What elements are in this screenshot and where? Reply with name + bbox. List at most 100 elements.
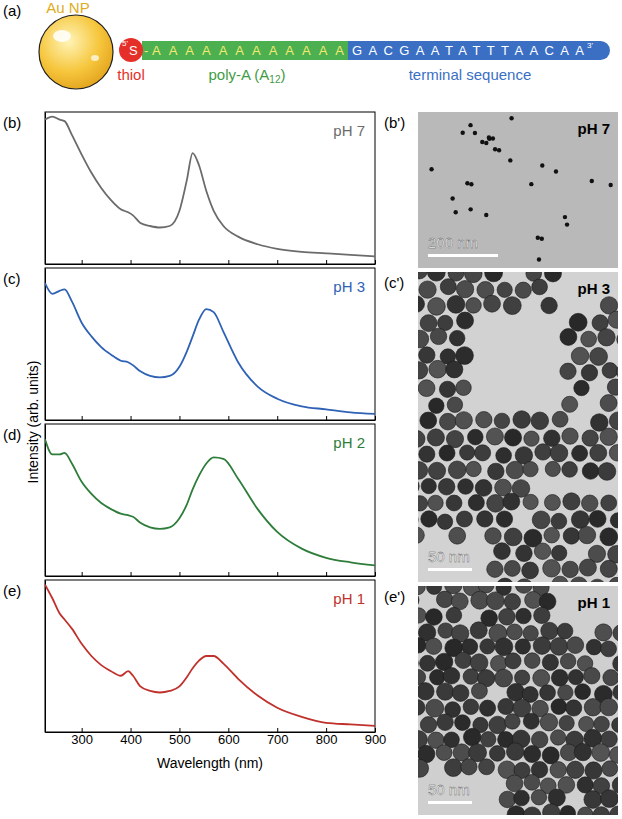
micrograph-background — [418, 112, 618, 268]
particle — [426, 699, 444, 717]
particle — [449, 330, 465, 346]
particle — [428, 462, 445, 479]
series-label: pH 2 — [333, 434, 365, 451]
particle — [471, 591, 489, 609]
particle — [448, 461, 466, 479]
particle — [524, 431, 539, 446]
x-tick-mark — [131, 260, 132, 264]
particle — [523, 494, 538, 509]
panel-label: (b) — [3, 114, 21, 131]
particle — [562, 462, 578, 478]
particle — [544, 430, 560, 446]
particle — [504, 560, 520, 576]
particle — [497, 282, 512, 297]
particle — [613, 685, 618, 701]
particle — [420, 412, 437, 429]
particle — [418, 527, 424, 543]
particle — [437, 683, 454, 700]
particle — [479, 759, 495, 775]
particle — [550, 638, 568, 656]
spectrum-panel: 300400500600700800900pH 1(e)Wavelength (… — [3, 580, 386, 771]
particle — [485, 528, 501, 544]
particle — [484, 213, 488, 217]
series-label: pH 3 — [333, 278, 365, 295]
particle — [454, 210, 458, 214]
particle — [447, 296, 465, 314]
particle — [560, 653, 576, 669]
plot-frame — [45, 424, 375, 576]
particle — [535, 444, 551, 460]
particle — [544, 272, 561, 282]
x-tick-mark — [228, 572, 229, 576]
particle — [504, 429, 521, 446]
particle — [468, 207, 472, 211]
particle — [418, 296, 425, 313]
particle — [468, 123, 472, 127]
spectrum-panel: pH 3(c) — [3, 268, 376, 421]
particle — [540, 685, 556, 701]
diagram: (a)Au NP5'S-AAAAAAAAAAAAGACGAATATTTAACAA… — [3, 0, 610, 89]
x-tick: 700 — [267, 728, 289, 747]
particle — [446, 361, 463, 378]
particle — [455, 652, 472, 669]
particle — [439, 413, 456, 430]
particle — [600, 528, 618, 546]
particle — [508, 158, 512, 162]
particle — [486, 428, 503, 445]
particle — [536, 235, 540, 239]
particle — [503, 297, 521, 315]
particle — [578, 526, 595, 543]
particle — [445, 759, 463, 777]
spectrum-line — [45, 283, 375, 414]
linker: - — [144, 43, 148, 58]
particle — [421, 511, 437, 527]
particle — [550, 444, 568, 462]
three-prime: 3' — [587, 41, 593, 50]
particle — [541, 297, 557, 313]
x-tick-mark — [228, 416, 229, 420]
x-tick-label: 600 — [218, 732, 240, 747]
plot-frame — [45, 268, 375, 420]
panel-label: (e) — [3, 582, 21, 599]
marks — [45, 283, 375, 414]
particle — [509, 116, 513, 120]
thiol-group — [119, 38, 143, 62]
particle — [439, 445, 455, 461]
particle — [419, 347, 435, 363]
particle — [436, 745, 452, 761]
particle — [428, 298, 446, 316]
particle — [420, 717, 436, 733]
particle — [565, 222, 569, 226]
particle — [419, 281, 436, 298]
particle — [582, 463, 599, 480]
x-tick-mark — [131, 572, 132, 576]
particle — [487, 592, 505, 610]
particle — [563, 215, 567, 219]
particle — [503, 493, 520, 510]
particle — [595, 624, 612, 641]
particle — [575, 684, 591, 700]
particle — [427, 429, 444, 446]
particle — [578, 807, 593, 815]
x-tick — [326, 416, 327, 420]
x-tick — [179, 416, 180, 420]
particles — [418, 586, 618, 815]
x-tick — [82, 572, 83, 576]
gold-particle — [39, 15, 113, 89]
particle — [418, 362, 428, 379]
particle — [457, 312, 474, 329]
particle — [523, 713, 539, 729]
scale-bar — [428, 254, 498, 257]
poly-a-sequence: AAAAAAAAAAAA — [152, 43, 344, 58]
x-tick — [228, 416, 229, 420]
x-tick — [131, 416, 132, 420]
particle — [600, 395, 617, 412]
particle — [551, 699, 567, 715]
x-tick — [277, 260, 278, 264]
particle — [418, 638, 426, 653]
particle — [600, 698, 618, 716]
marks — [45, 585, 375, 726]
particle — [584, 791, 602, 809]
particle — [545, 461, 560, 476]
particle — [456, 380, 472, 396]
